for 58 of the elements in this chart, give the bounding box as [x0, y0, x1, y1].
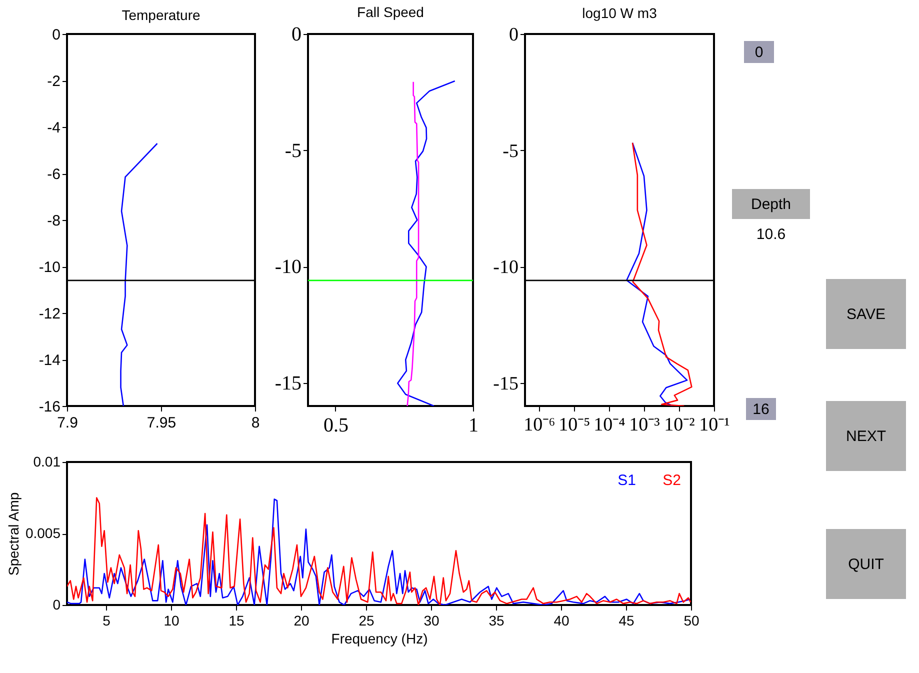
y-tick-label: 0.005	[25, 525, 61, 541]
x-tick-label: 50	[684, 612, 700, 628]
y-tick-label: -14	[38, 352, 60, 369]
y-tick-label: -2	[47, 73, 60, 90]
x-tick-label: 25	[358, 612, 374, 628]
text: 0	[754, 44, 764, 61]
y-tick-label: -10	[274, 256, 302, 278]
chart-title: log10 W m3	[582, 5, 658, 21]
y-tick-label: -8	[47, 212, 60, 230]
text: S1	[618, 472, 636, 489]
line-series	[397, 80, 456, 406]
x-tick-label: 10⁻²	[664, 414, 696, 436]
text: S2	[662, 472, 681, 489]
x-tick-label: 15	[228, 612, 244, 628]
y-tick-label: 0	[52, 26, 60, 44]
y-tick-label: -10	[493, 257, 518, 278]
y-tick-label: -10	[38, 259, 60, 276]
text: 16	[752, 401, 770, 418]
x-tick-label: 8	[251, 414, 260, 432]
x-tick-label: 10	[164, 612, 180, 628]
y-tick-label: -15	[493, 373, 518, 394]
x-tick-label: 10⁻³	[629, 414, 660, 436]
x-tick-label: 7.95	[146, 414, 176, 432]
y-tick-label: 0	[509, 24, 518, 46]
text: Depth	[750, 196, 792, 213]
x-tick-label: 0.5	[324, 414, 348, 436]
text: 10.6	[756, 226, 786, 243]
text: SAVE	[846, 306, 886, 323]
chart-title: Fall Speed	[357, 4, 424, 20]
x-tick-label: 30	[424, 612, 440, 628]
y-tick-label: 0.01	[33, 454, 61, 470]
x-tick-label: 10⁻¹	[699, 414, 730, 436]
line-series	[406, 81, 420, 406]
x-tick-label: 1	[468, 414, 478, 436]
y-tick-label: -5	[502, 140, 518, 162]
x-tick-label: 10⁻⁵	[558, 414, 590, 436]
y-tick-label: -5	[284, 140, 302, 162]
x-tick-label: 7.9	[57, 414, 78, 432]
line-series	[120, 142, 158, 406]
text: QUIT	[848, 556, 884, 573]
x-tick-label: 10⁻⁶	[524, 414, 556, 436]
y-tick-label: -4	[47, 120, 60, 136]
y-tick-label: 0	[292, 24, 302, 46]
chart-title: Temperature	[122, 7, 201, 23]
x-axis-title: Frequency (Hz)	[331, 630, 428, 646]
y-tick-label: -12	[38, 306, 60, 322]
y-tick-label: -6	[47, 166, 60, 183]
x-tick-label: 45	[618, 612, 634, 628]
y-tick-label: 0	[52, 596, 61, 612]
x-tick-label: 5	[102, 612, 111, 628]
y-tick-label: -16	[38, 398, 60, 416]
x-tick-label: 40	[554, 612, 570, 628]
x-tick-label: 35	[488, 612, 504, 628]
y-tick-label: -15	[274, 372, 302, 394]
x-tick-label: 10⁻⁴	[594, 414, 626, 436]
y-axis-title: Spectral Amp	[5, 492, 22, 576]
x-tick-label: 20	[294, 612, 310, 628]
text: NEXT	[846, 428, 886, 445]
